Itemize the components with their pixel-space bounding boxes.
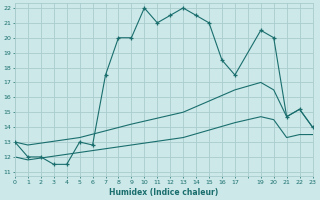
X-axis label: Humidex (Indice chaleur): Humidex (Indice chaleur) [109, 188, 218, 197]
